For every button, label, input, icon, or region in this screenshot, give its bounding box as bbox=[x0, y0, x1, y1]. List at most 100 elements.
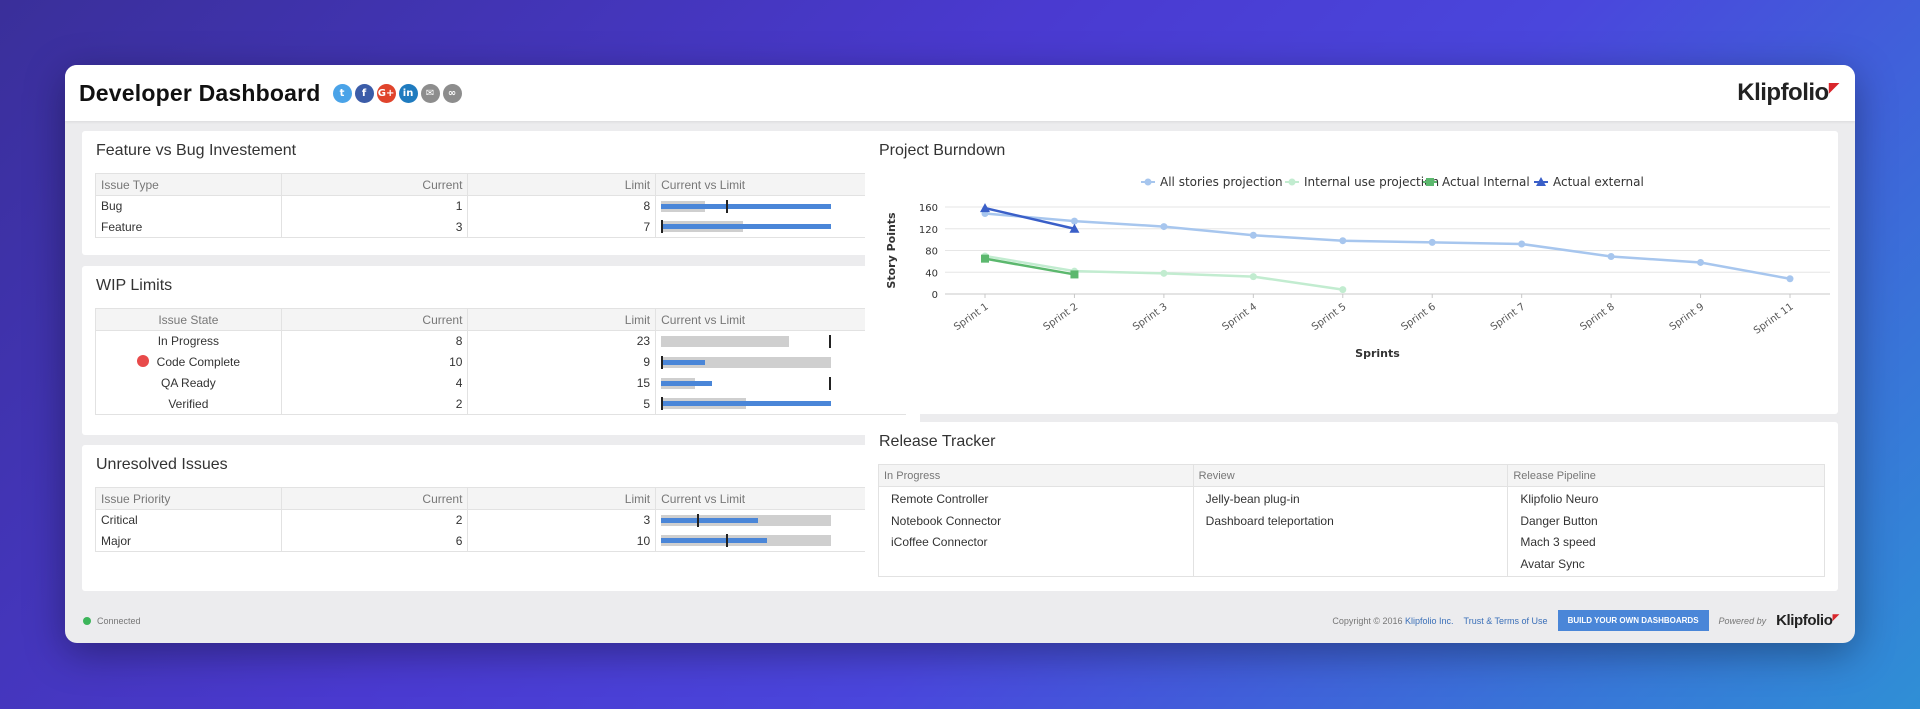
current-value: 8 bbox=[280, 330, 469, 352]
google-plus-icon[interactable]: G+ bbox=[376, 83, 396, 103]
legend-entry: Internal use projection bbox=[1304, 175, 1439, 189]
burndown-chart: 0 40 80 120 160 Sprint 1 Sprint 2 Sprint 3 Sprin… bbox=[885, 175, 1830, 360]
list-item[interactable]: Klipfolio Neuro bbox=[1520, 492, 1599, 506]
list-item[interactable]: Mach 3 speed bbox=[1520, 535, 1596, 549]
data-point bbox=[1697, 258, 1705, 266]
row-label-text: In Progress bbox=[157, 334, 220, 349]
col-current[interactable]: Current bbox=[280, 487, 469, 510]
y-tick-label: 40 bbox=[925, 268, 938, 279]
col-current-vs-limit[interactable]: Current vs Limit bbox=[655, 487, 906, 510]
bullet-chart bbox=[661, 334, 832, 348]
twitter-icon[interactable]: t bbox=[332, 83, 352, 103]
legend-marker bbox=[1536, 177, 1546, 186]
klipfolio-logo[interactable]: Klipfolio◤ bbox=[1737, 79, 1839, 107]
limit-value: 10 bbox=[467, 530, 657, 552]
current-value: 1 bbox=[280, 195, 469, 217]
col-current[interactable]: Current bbox=[280, 173, 469, 196]
col-current-vs-limit[interactable]: Current vs Limit bbox=[655, 173, 906, 196]
current-value: 6 bbox=[280, 530, 469, 552]
data-point bbox=[1786, 275, 1794, 283]
table-row[interactable]: In Progress 8 23 bbox=[95, 330, 906, 352]
linkedin-icon[interactable]: in bbox=[398, 83, 418, 103]
footer-klipfolio-logo[interactable]: Klipfolio◤ bbox=[1776, 612, 1839, 629]
list-item[interactable]: Avatar Sync bbox=[1520, 556, 1585, 571]
connected-dot-icon bbox=[83, 616, 91, 625]
legend-marker bbox=[1288, 178, 1296, 186]
bullet-value bbox=[661, 538, 767, 544]
feature-bug-panel: Feature vs Bug Investement Issue Type Cu… bbox=[82, 131, 920, 255]
x-axis-label: Sprints bbox=[1355, 347, 1400, 360]
col-limit[interactable]: Limit bbox=[467, 487, 657, 510]
panel-title: WIP Limits bbox=[96, 277, 173, 294]
build-dashboards-button[interactable]: BUILD YOUR OWN DASHBOARDS bbox=[1557, 610, 1709, 631]
panel-title: Feature vs Bug Investement bbox=[96, 142, 297, 159]
col-issue-priority[interactable]: Issue Priority bbox=[95, 487, 282, 510]
col-release-pipeline[interactable]: Release Pipeline bbox=[1507, 464, 1825, 487]
bullet-chart bbox=[661, 513, 832, 527]
bullet-chart bbox=[661, 376, 832, 390]
limit-value: 3 bbox=[467, 509, 657, 531]
bullet-chart bbox=[661, 397, 832, 411]
row-label-text: QA Ready bbox=[161, 376, 216, 390]
current-value: 2 bbox=[280, 509, 469, 531]
table-row[interactable]: Feature 3 7 bbox=[95, 216, 906, 238]
data-point bbox=[1518, 240, 1526, 248]
row-label: Code Complete bbox=[95, 351, 282, 373]
copyright-brand-link[interactable]: Klipfolio Inc. bbox=[1405, 615, 1454, 626]
table-row[interactable]: Major 6 10 bbox=[95, 530, 906, 552]
col-issue-type[interactable]: Issue Type bbox=[95, 173, 282, 196]
list-item[interactable]: Danger Button bbox=[1520, 513, 1598, 528]
terms-link[interactable]: Trust & Terms of Use bbox=[1463, 615, 1548, 626]
bullet-chart bbox=[661, 220, 832, 234]
col-current[interactable]: Current bbox=[280, 308, 469, 331]
legend-marker bbox=[1426, 178, 1434, 186]
current-value: 10 bbox=[280, 351, 469, 373]
bullet-value bbox=[661, 380, 713, 386]
limit-value: 7 bbox=[467, 216, 657, 238]
bullet-target bbox=[661, 355, 664, 369]
col-in-progress[interactable]: In Progress bbox=[878, 464, 1194, 487]
col-limit[interactable]: Limit bbox=[467, 173, 657, 196]
row-label-text: Feature bbox=[101, 219, 143, 234]
series-line bbox=[984, 212, 1791, 281]
table-row[interactable]: Code Complete 10 9 bbox=[95, 351, 906, 373]
data-point bbox=[1160, 269, 1168, 277]
table-row[interactable]: QA Ready 4 15 bbox=[95, 372, 906, 394]
x-tick-label: Sprint 3 bbox=[1131, 301, 1170, 333]
col-review[interactable]: Review bbox=[1192, 464, 1509, 487]
x-tick-label: Sprint 8 bbox=[1578, 301, 1617, 333]
panel-title: Project Burndown bbox=[879, 142, 1006, 159]
brand-mark-icon: ◤ bbox=[1828, 79, 1840, 95]
bullet-value bbox=[661, 359, 706, 365]
list-item[interactable]: Remote Controller bbox=[891, 492, 989, 506]
col-limit[interactable]: Limit bbox=[467, 308, 657, 331]
alert-dot-icon bbox=[136, 355, 149, 367]
link-icon[interactable]: ∞ bbox=[442, 83, 462, 103]
col-current-vs-limit[interactable]: Current vs Limit bbox=[655, 308, 906, 331]
legend-marker bbox=[1144, 178, 1152, 186]
data-point bbox=[1249, 231, 1257, 239]
facebook-icon[interactable]: f bbox=[354, 83, 374, 103]
list-item[interactable]: Jelly-bean plug-in bbox=[1205, 492, 1300, 506]
row-label-text: Major bbox=[101, 533, 132, 548]
footer-right: Copyright © 2016 Klipfolio Inc. Trust & … bbox=[1332, 610, 1839, 631]
list-item[interactable]: Notebook Connector bbox=[891, 513, 1002, 528]
col-issue-state[interactable]: Issue State bbox=[95, 308, 282, 331]
row-label-text: Critical bbox=[101, 513, 138, 528]
x-tick-label: Sprint 7 bbox=[1489, 301, 1528, 333]
current-value: 2 bbox=[280, 393, 469, 415]
bullet-range bbox=[661, 335, 789, 347]
series-line bbox=[984, 206, 1075, 230]
email-icon[interactable]: ✉ bbox=[420, 83, 440, 103]
table-row[interactable]: Critical 2 3 bbox=[95, 509, 906, 531]
list-item[interactable]: iCoffee Connector bbox=[891, 535, 988, 549]
unresolved-table: Issue Priority Current Limit Current vs … bbox=[95, 487, 906, 552]
data-point bbox=[1070, 270, 1079, 279]
table-row[interactable]: Bug 1 8 bbox=[95, 195, 906, 217]
current-value: 3 bbox=[280, 216, 469, 238]
table-row[interactable]: Verified 2 5 bbox=[95, 393, 906, 415]
list-item[interactable]: Dashboard teleportation bbox=[1205, 513, 1334, 528]
bullet-value bbox=[661, 517, 759, 523]
data-point bbox=[980, 203, 990, 213]
row-label-text: Verified bbox=[168, 396, 209, 411]
